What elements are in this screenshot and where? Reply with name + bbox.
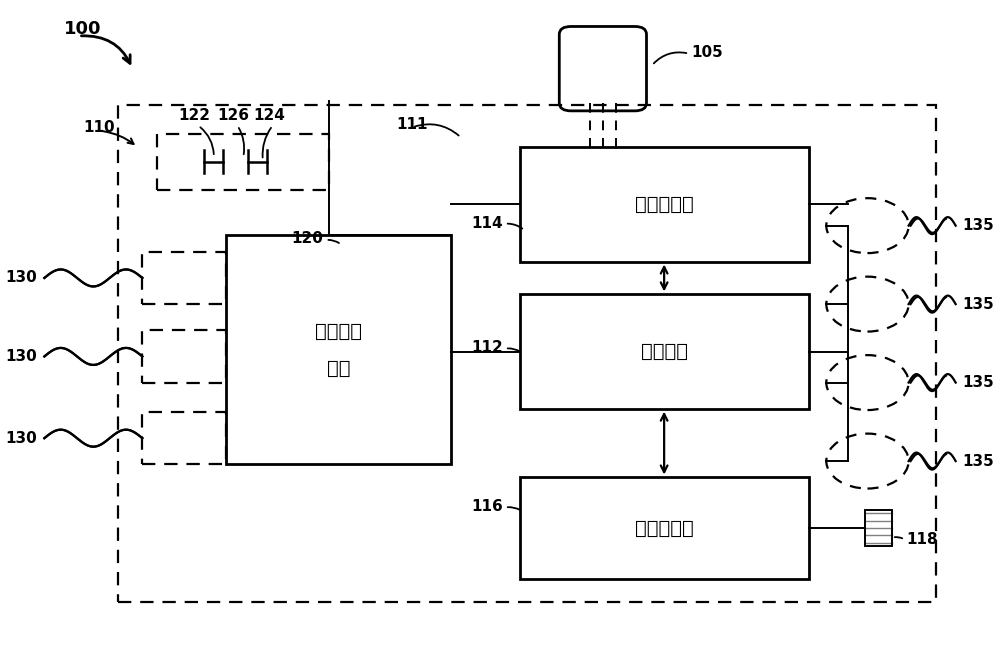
Text: 116: 116 <box>471 500 503 514</box>
Text: 135: 135 <box>963 218 994 233</box>
Text: 126: 126 <box>217 108 249 123</box>
Bar <box>520 477 809 579</box>
Text: 122: 122 <box>178 108 210 123</box>
Bar <box>226 235 451 464</box>
Text: 118: 118 <box>907 532 938 547</box>
Bar <box>520 294 809 409</box>
Text: 124: 124 <box>254 108 286 123</box>
Text: 微控制器: 微控制器 <box>641 342 688 361</box>
Bar <box>118 105 936 602</box>
Text: 105: 105 <box>691 45 723 60</box>
Text: 130: 130 <box>6 349 37 364</box>
Text: 130: 130 <box>6 431 37 445</box>
Text: 120: 120 <box>292 232 324 246</box>
Text: 电力管理
模块: 电力管理 模块 <box>315 322 362 378</box>
Text: 111: 111 <box>396 117 428 131</box>
Text: 135: 135 <box>963 454 994 468</box>
Text: 脉冲发生器: 脉冲发生器 <box>635 519 694 538</box>
Text: 100: 100 <box>64 20 101 39</box>
Text: 114: 114 <box>471 216 503 231</box>
Text: 135: 135 <box>963 375 994 390</box>
Bar <box>142 412 226 464</box>
Text: 110: 110 <box>84 120 115 135</box>
Text: 无线收发器: 无线收发器 <box>635 195 694 214</box>
Text: 130: 130 <box>6 271 37 285</box>
Bar <box>520 147 809 262</box>
Bar <box>142 252 226 304</box>
Bar <box>157 134 329 190</box>
Text: 135: 135 <box>963 297 994 311</box>
Text: 112: 112 <box>471 341 503 355</box>
Bar <box>865 510 892 547</box>
Bar <box>142 330 226 383</box>
